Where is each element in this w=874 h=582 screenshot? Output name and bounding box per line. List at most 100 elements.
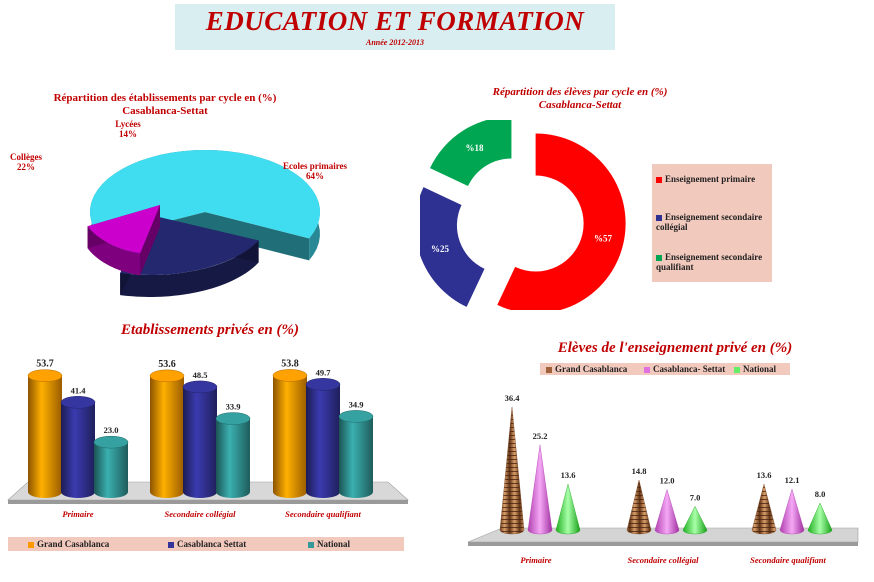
pie-label-lycees-value: 14% bbox=[119, 129, 137, 139]
bar-etab-legend-gc: Grand Casablanca bbox=[28, 539, 109, 549]
bar-etab-chart: Primaire 53.7 41.4 23.0 Secondaire collégial… bbox=[7, 358, 409, 519]
bar-casablanca-settat-0 bbox=[60, 396, 96, 498]
cone-legend-gc: Grand Casablanca bbox=[546, 364, 627, 374]
pie-label-lycees-name: Lycées bbox=[115, 119, 141, 129]
legend-text: National bbox=[317, 539, 351, 549]
donut-eleves-chart: %57 %25 %18 bbox=[420, 120, 626, 310]
legend-text: Grand Casablanca bbox=[37, 539, 110, 549]
pie-etablissements-title: Répartition des établissements par cycle… bbox=[10, 92, 320, 118]
cone-eleves-chart: Primaire 36.4 25.2 13.6 Secondaire collégial… bbox=[467, 393, 859, 565]
bar-value-label: 33.9 bbox=[226, 402, 241, 412]
bar-value-label: 41.4 bbox=[71, 385, 87, 395]
pie-label-colleges: Collèges 22% bbox=[0, 152, 52, 172]
bar-value-label: 53.8 bbox=[281, 358, 299, 369]
bar-value-label: 53.6 bbox=[158, 359, 176, 370]
cone-category-label: Secondaire qualifiant bbox=[750, 555, 826, 565]
cone-legend-nat: National bbox=[734, 364, 776, 374]
legend-swatch bbox=[168, 541, 174, 548]
donut-eleves-title: Répartition des élèves par cycle en (%) … bbox=[440, 86, 720, 112]
cone-value-label: 14.8 bbox=[632, 466, 647, 476]
donut-slice-qualifiant bbox=[429, 120, 512, 187]
cone-casablanca-settat-1 bbox=[654, 488, 680, 535]
cone-value-label: 13.6 bbox=[561, 470, 576, 480]
donut-legend-item-primaire: Enseignement primaire bbox=[656, 174, 755, 184]
bar-grand-casablanca-1 bbox=[149, 369, 185, 498]
cone-category-label: Secondaire collégial bbox=[627, 555, 699, 565]
legend-swatch bbox=[546, 366, 552, 373]
cone-grand-casablanca-1 bbox=[626, 479, 652, 535]
legend-swatch bbox=[656, 176, 662, 183]
bar-value-label: 53.7 bbox=[36, 359, 54, 370]
legend-text: Enseignement primaire bbox=[665, 174, 756, 184]
bar-etab-legend: Grand Casablanca Casablanca Settat Natio… bbox=[8, 537, 404, 551]
bar-etab-title: Etablissements privés en (%) bbox=[121, 322, 299, 338]
bar-category-label: Secondaire collégial bbox=[164, 509, 236, 519]
cone-value-label: 25.2 bbox=[533, 431, 548, 441]
page-title: EDUCATION ET FORMATION bbox=[205, 6, 585, 36]
bar-national-2 bbox=[338, 410, 374, 498]
bar-category-label: Primaire bbox=[62, 509, 93, 519]
cone-eleves-legend: Grand Casablanca Casablanca- Settat Nati… bbox=[540, 363, 790, 375]
title-banner: EDUCATION ET FORMATION Année 2012-2013 bbox=[175, 4, 615, 50]
bar-value-label: 23.0 bbox=[104, 425, 119, 435]
bar-floor-edge bbox=[8, 500, 408, 504]
pie-slice-lycees bbox=[87, 205, 160, 276]
cone-grand-casablanca-0 bbox=[499, 407, 525, 535]
page-subtitle: Année 2012-2013 bbox=[366, 38, 424, 47]
donut-slice-primaire bbox=[497, 133, 626, 310]
bar-category-label: Secondaire qualifiant bbox=[285, 509, 361, 519]
legend-text: Enseignement secondaire collégial bbox=[656, 212, 763, 232]
cone-category-label: Primaire bbox=[520, 555, 551, 565]
donut-label-college: %25 bbox=[431, 244, 450, 254]
legend-text: National bbox=[743, 364, 777, 374]
legend-swatch bbox=[656, 214, 662, 221]
cone-floor-edge bbox=[468, 542, 858, 546]
donut-slice-college bbox=[420, 187, 485, 307]
bar-grand-casablanca-0 bbox=[27, 369, 63, 498]
pie-label-colleges-name: Collèges bbox=[10, 152, 42, 162]
bar-casablanca-settat-1 bbox=[182, 380, 218, 498]
legend-swatch bbox=[28, 541, 34, 548]
donut-legend-item-qualifiant: Enseignement secondaire qualifiant bbox=[656, 252, 770, 272]
pie-label-ecoles-name: Ecoles primaires bbox=[282, 161, 348, 171]
cone-legend-cs: Casablanca- Settat bbox=[644, 364, 725, 374]
cone-casablanca-settat-2 bbox=[779, 488, 805, 535]
bar-value-label: 49.7 bbox=[316, 367, 332, 377]
cone-eleves-title: Elèves de l'enseignement privé en (%) bbox=[557, 340, 793, 356]
pie-label-ecoles: Ecoles primaires 64% bbox=[270, 161, 360, 181]
legend-swatch bbox=[656, 254, 662, 261]
cone-value-label: 7.0 bbox=[690, 492, 701, 502]
pie-label-lycees: Lycées 14% bbox=[100, 119, 156, 139]
pie-label-ecoles-value: 64% bbox=[306, 171, 324, 181]
donut-legend: Enseignement primaire Enseignement secon… bbox=[652, 164, 772, 282]
legend-text: Casablanca- Settat bbox=[653, 364, 726, 374]
bar-etab-legend-nat: National bbox=[308, 539, 350, 549]
cone-value-label: 36.4 bbox=[505, 393, 521, 403]
legend-swatch bbox=[308, 541, 314, 548]
legend-text: Casablanca Settat bbox=[177, 539, 247, 549]
cone-national-0 bbox=[555, 483, 581, 535]
pie-label-colleges-value: 22% bbox=[17, 162, 35, 172]
legend-text: Grand Casablanca bbox=[555, 364, 628, 374]
pie-etablissements-chart bbox=[87, 150, 320, 297]
cone-value-label: 12.0 bbox=[660, 475, 675, 485]
cone-national-1 bbox=[682, 505, 708, 535]
legend-swatch bbox=[644, 366, 650, 373]
donut-label-qualifiant: %18 bbox=[465, 143, 484, 153]
donut-eleves-title-text: Répartition des élèves par cycle en (%) bbox=[492, 86, 668, 98]
bar-casablanca-settat-2 bbox=[305, 378, 341, 498]
bar-grand-casablanca-2 bbox=[272, 369, 308, 498]
legend-swatch bbox=[734, 366, 740, 373]
bar-value-label: 48.5 bbox=[193, 370, 208, 380]
donut-eleves-subtitle-text: Casablanca-Settat bbox=[538, 99, 622, 111]
pie-etablissements-subtitle-text: Casablanca-Settat bbox=[122, 105, 208, 117]
bar-value-label: 34.9 bbox=[349, 399, 364, 409]
cone-casablanca-settat-0 bbox=[527, 444, 553, 535]
bar-national-0 bbox=[93, 435, 129, 498]
bar-national-1 bbox=[215, 412, 251, 498]
bar-etab-legend-cs: Casablanca Settat bbox=[168, 539, 246, 549]
donut-label-primaire: %57 bbox=[594, 234, 613, 244]
cone-national-2 bbox=[807, 502, 833, 535]
legend-text: Enseignement secondaire qualifiant bbox=[656, 252, 763, 272]
donut-legend-item-college: Enseignement secondaire collégial bbox=[656, 212, 770, 232]
